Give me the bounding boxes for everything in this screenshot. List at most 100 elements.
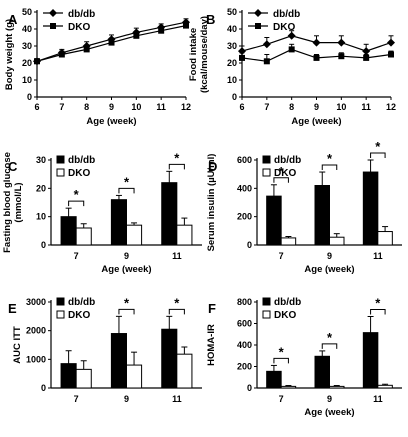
y-tick-label: 40 <box>22 24 32 34</box>
x-tick-label: 9 <box>327 251 332 261</box>
x-tick-label: 12 <box>181 102 191 112</box>
x-tick-label: 11 <box>172 394 182 404</box>
bar <box>266 195 282 246</box>
bar <box>126 224 143 246</box>
legend-label: DKO <box>68 22 90 33</box>
x-tick-label: 9 <box>109 102 114 112</box>
y-axis-label: (mmol/L) <box>13 182 24 222</box>
data-point <box>363 54 370 61</box>
significance-star: * <box>327 151 333 166</box>
legend-swatch <box>262 297 271 306</box>
y-tick-label: 30 <box>36 155 46 165</box>
panel-label: F <box>208 301 216 316</box>
y-tick-label: 10 <box>36 212 46 222</box>
y-tick-label: 800 <box>237 297 252 307</box>
y-tick-label: 20 <box>22 58 32 68</box>
x-tick-label: 6 <box>239 102 244 112</box>
x-tick-label: 10 <box>336 102 346 112</box>
x-tick-label: 9 <box>124 251 129 261</box>
x-tick-label: 8 <box>289 102 294 112</box>
y-tick-label: 30 <box>22 41 32 51</box>
y-tick-label: 400 <box>237 340 252 350</box>
x-tick-label: 11 <box>373 394 383 404</box>
y-tick-label: 40 <box>227 24 237 34</box>
significance-star: * <box>124 174 130 189</box>
legend-label: db/db <box>274 297 301 308</box>
significance-star: * <box>375 296 381 311</box>
panel-label: B <box>206 12 215 27</box>
data-point <box>83 46 90 53</box>
y-tick-label: 10 <box>22 75 32 85</box>
significance-star: * <box>174 150 180 165</box>
bar <box>75 368 92 389</box>
y-tick-label: 1000 <box>26 354 46 364</box>
legend-marker <box>49 9 57 17</box>
significance-bracket <box>370 309 386 315</box>
x-tick-label: 7 <box>59 102 64 112</box>
data-point <box>387 38 395 47</box>
data-point <box>338 53 345 60</box>
y-axis-label: (kcal/mouse/day) <box>199 16 210 93</box>
bar <box>176 353 193 389</box>
x-tick-label: 10 <box>131 102 141 112</box>
bar <box>161 328 178 389</box>
significance-bracket <box>321 343 338 349</box>
x-tick-label: 8 <box>84 102 89 112</box>
panel-b: B 0 10 20 30 40 50 Food intake (kcal/mouse/day) A… <box>188 7 396 127</box>
bar <box>314 355 330 389</box>
y-tick-label: 0 <box>247 240 252 250</box>
y-tick-label: 0 <box>41 240 46 250</box>
legend-label: DKO <box>273 22 295 33</box>
y-tick-label: 200 <box>237 362 252 372</box>
bar <box>110 333 128 389</box>
x-axis-label: Age (week) <box>86 116 136 127</box>
bar <box>161 182 178 246</box>
panel-e: E 0 1000 2000 3000 AUC ITT 7 9 * 11 * db/db DKO <box>8 295 202 404</box>
data-point <box>388 51 394 58</box>
data-point <box>313 54 320 61</box>
data-point <box>239 54 245 61</box>
legend-label: DKO <box>68 310 90 321</box>
legend-swatch <box>56 168 65 177</box>
panel-label: A <box>8 12 18 27</box>
y-tick-label: 600 <box>237 155 252 165</box>
y-axis-label: Food intake <box>188 28 199 81</box>
x-tick-label: 7 <box>74 394 79 404</box>
legend-swatch <box>56 297 65 306</box>
x-tick-label: 7 <box>264 102 269 112</box>
significance-bracket <box>118 187 135 194</box>
x-axis-label: Age (week) <box>304 264 354 275</box>
x-tick-label: 11 <box>361 102 371 112</box>
bar <box>377 231 393 246</box>
bar <box>329 236 345 246</box>
x-tick-label: 9 <box>124 394 129 404</box>
x-tick-label: 12 <box>386 102 396 112</box>
significance-star: * <box>279 344 285 359</box>
legend-swatch <box>262 168 271 177</box>
x-tick-label: 7 <box>74 251 79 261</box>
y-tick-label: 3000 <box>26 297 46 307</box>
y-tick-label: 20 <box>36 183 46 193</box>
data-point <box>108 39 115 46</box>
data-point <box>288 46 295 53</box>
significance-star: * <box>124 295 130 310</box>
y-tick-label: 0 <box>41 383 46 393</box>
y-tick-label: 0 <box>232 92 237 102</box>
x-tick-label: 7 <box>279 394 284 404</box>
bar <box>75 227 92 246</box>
legend-swatch <box>56 310 65 319</box>
significance-bracket <box>68 200 85 207</box>
x-axis-label: Age (week) <box>304 407 354 418</box>
significance-bracket <box>168 308 185 315</box>
data-point <box>362 47 371 56</box>
y-tick-label: 10 <box>227 75 237 85</box>
data-point <box>158 27 165 34</box>
legend-marker <box>50 23 56 29</box>
significance-bracket <box>370 152 386 158</box>
bar <box>126 364 143 389</box>
y-tick-label: 50 <box>22 7 32 17</box>
significance-bracket <box>118 308 135 315</box>
bar <box>110 199 128 246</box>
legend-label: db/db <box>274 155 301 166</box>
